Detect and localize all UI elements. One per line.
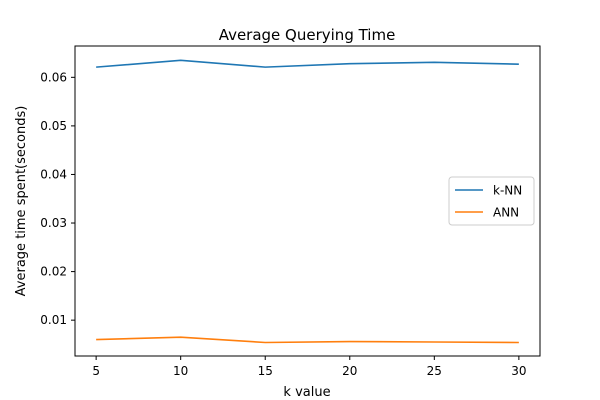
- y-tick-label: 0.01: [40, 313, 67, 327]
- x-tick-label: 5: [92, 364, 100, 378]
- legend-label: k-NN: [493, 184, 522, 198]
- y-tick-label: 0.02: [40, 265, 67, 279]
- x-tick-label: 25: [427, 364, 442, 378]
- legend-label: ANN: [493, 206, 519, 220]
- x-tick-label: 30: [511, 364, 526, 378]
- series-line-ann: [96, 336, 519, 344]
- x-tick-label: 20: [342, 364, 357, 378]
- x-tick-label: 15: [258, 364, 273, 378]
- y-tick-label: 0.03: [40, 216, 67, 230]
- legend-box: [448, 176, 535, 226]
- y-axis-label: Average time spent(seconds): [14, 106, 29, 297]
- x-tick-label: 10: [173, 364, 188, 378]
- y-tick-label: 0.05: [40, 119, 67, 133]
- legend: k-NN ANN: [448, 176, 535, 226]
- y-tick-label: 0.04: [40, 167, 67, 181]
- x-axis-ticks: 5 10 15 20 25 30: [92, 356, 527, 378]
- chart-title: Average Querying Time: [219, 26, 396, 44]
- x-axis-label: k value: [283, 385, 330, 400]
- y-tick-label: 0.06: [40, 70, 67, 84]
- plot-area-frame: [74, 45, 541, 357]
- series-line-k-nn: [96, 59, 519, 68]
- y-axis-ticks: 0.01 0.02 0.03 0.04 0.05 0.06: [40, 70, 75, 327]
- series-lines: [96, 59, 519, 344]
